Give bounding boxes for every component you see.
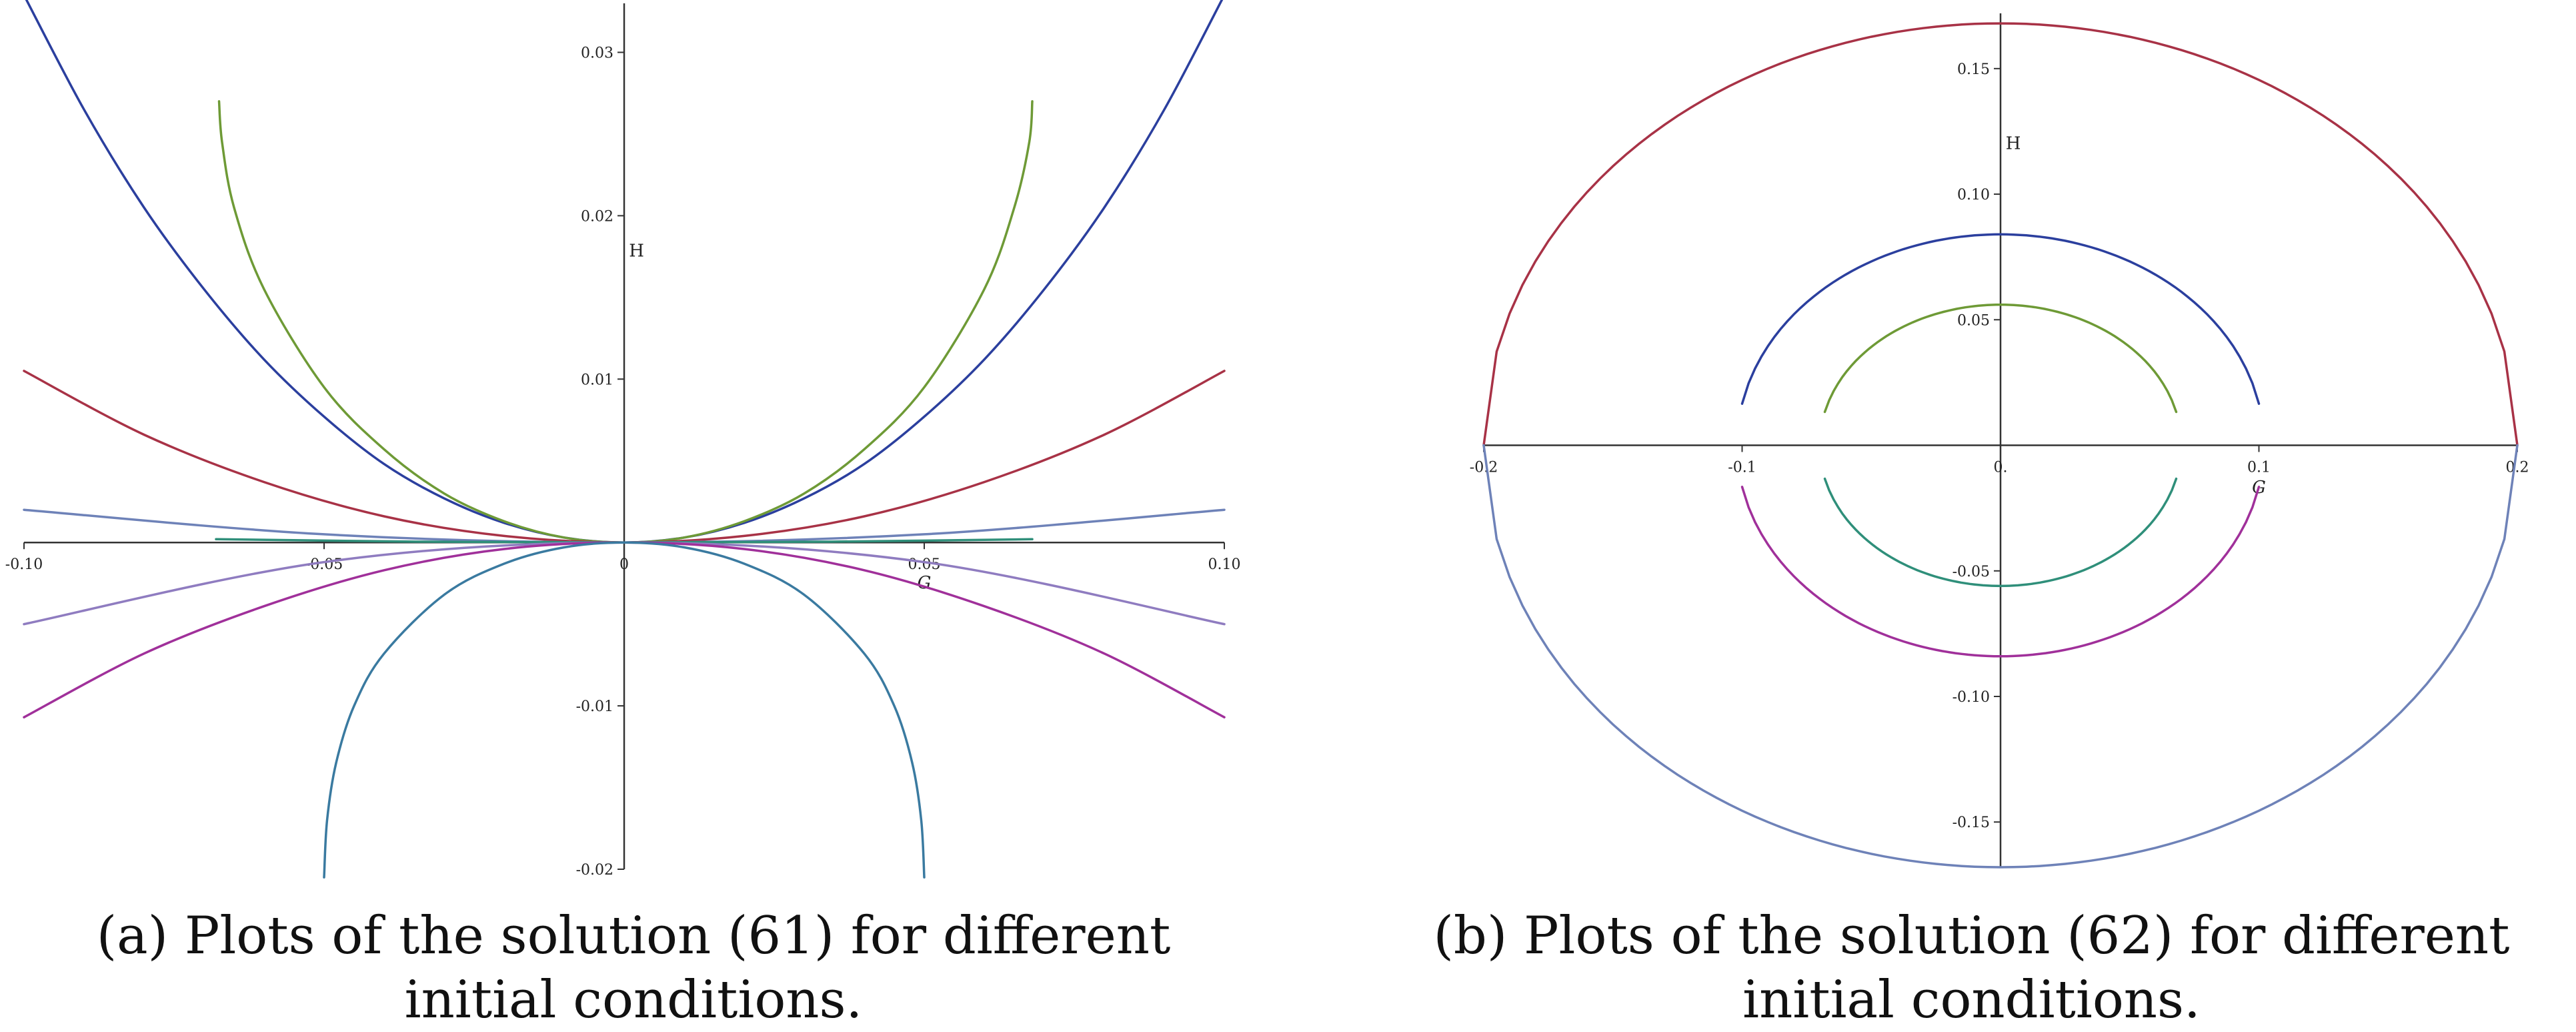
y-tick-label: -0.05	[1953, 564, 1990, 580]
x-tick-label: 0.10	[1208, 556, 1241, 573]
x-tick-label: -0.1	[1728, 460, 1756, 476]
y-axis-label: H	[629, 241, 644, 262]
x-tick-label: 0	[619, 556, 629, 573]
y-tick-label: 0.03	[581, 45, 613, 61]
y-tick-label: 0.10	[1957, 187, 1990, 203]
x-axis-label: G	[918, 573, 932, 593]
y-tick-label: 0.05	[1957, 312, 1990, 329]
chart-panel-a: -0.10 -0.05 0 0.05 0.100.030.020.01-0.01-0.0…	[5, 0, 1241, 879]
x-tick-label: 0.1	[2247, 460, 2271, 476]
series-arc-6	[1482, 444, 2519, 869]
y-tick-label: -0.10	[1953, 689, 1990, 706]
series-arc-1	[1482, 22, 2519, 447]
x-tick-label: -0.10	[5, 556, 43, 573]
chart-panel-b: -0.2 -0.1 0. 0.1 0.2 0.15 0.10 0.05 -0.05 -0.10 -0…	[1470, 13, 2529, 869]
y-tick-label: -0.02	[576, 862, 613, 879]
series-arc-5	[1740, 486, 2261, 658]
series-arc-2	[1740, 233, 2261, 405]
y-tick-label: 0.02	[581, 208, 613, 225]
x-tick-label: 0.	[1994, 460, 2008, 476]
series-arc-4	[1823, 477, 2178, 588]
series-curve-8	[323, 541, 926, 879]
series-arc-3	[1823, 303, 2178, 414]
y-tick-label: -0.15	[1953, 815, 1990, 831]
y-tick-label: 0.01	[581, 372, 613, 388]
caption-panel-a: (a) Plots of the solution (61) for diffe…	[96, 906, 1171, 1030]
y-tick-label: -0.01	[576, 698, 613, 715]
y-axis-label: H	[2006, 133, 2021, 153]
y-tick-label: 0.15	[1957, 61, 1990, 78]
x-tick-label: 0.2	[2506, 460, 2529, 476]
x-tick-label: -0.2	[1470, 460, 1498, 476]
series-curve-2	[217, 100, 1034, 544]
caption-panel-b: (b) Plots of the solution (62) for diffe…	[1433, 906, 2510, 1030]
